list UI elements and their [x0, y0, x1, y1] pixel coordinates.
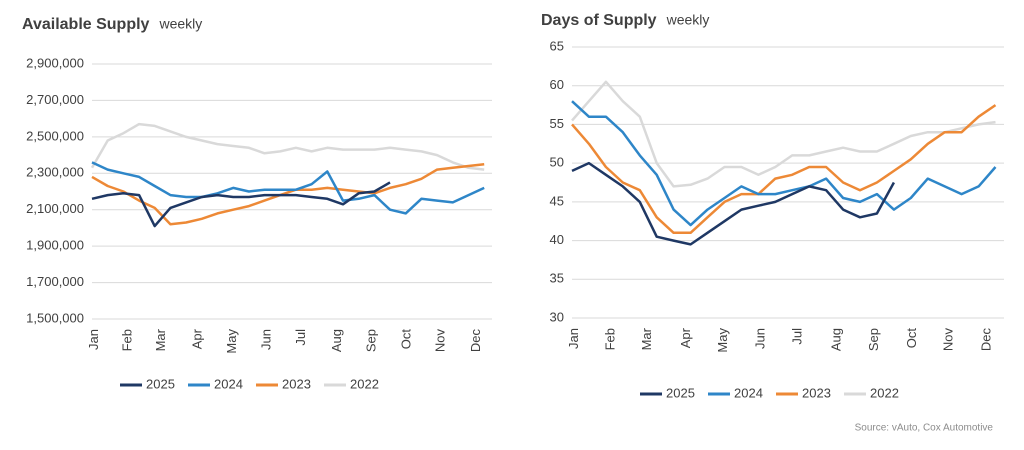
- x-tick-label: Oct: [904, 328, 919, 349]
- chart-subtitle: weekly: [666, 12, 710, 28]
- chart-title: Days of Supply: [541, 12, 657, 29]
- series-line: [91, 161, 485, 215]
- series-line: [90, 122, 485, 171]
- y-tick-label: 65: [550, 38, 564, 53]
- y-tick-label: 1,900,000: [26, 238, 84, 253]
- x-tick-label: Dec: [978, 328, 993, 352]
- x-tick-label: Jun: [752, 328, 767, 349]
- series-line: [91, 162, 485, 226]
- x-tick-label: Dec: [468, 329, 483, 353]
- x-tick-label: Jan: [86, 329, 101, 350]
- y-tick-label: 1,500,000: [26, 310, 84, 325]
- x-tick-label: Nov: [432, 329, 447, 353]
- y-tick-label: 35: [550, 271, 564, 286]
- legend-label: 2025: [666, 385, 695, 400]
- x-tick-label: Apr: [678, 327, 693, 348]
- x-tick-label: Apr: [189, 328, 204, 349]
- source-note: Source: vAuto, Cox Automotive: [855, 423, 994, 434]
- x-tick-label: Mar: [153, 328, 168, 351]
- x-tick-label: May: [224, 329, 239, 354]
- x-tick-label: Jul: [293, 329, 308, 346]
- y-tick-label: 45: [550, 193, 564, 208]
- x-tick-label: Sep: [363, 329, 378, 352]
- x-tick-label: May: [715, 328, 730, 353]
- chart-title: Available Supply: [22, 16, 150, 33]
- legend-label: 2025: [146, 376, 175, 391]
- x-tick-label: Feb: [120, 329, 135, 351]
- y-tick-label: 2,700,000: [26, 92, 84, 107]
- y-tick-label: 30: [550, 309, 564, 324]
- series-line: [571, 104, 997, 235]
- x-tick-label: Oct: [399, 329, 414, 350]
- legend-label: 2024: [214, 376, 243, 391]
- legend-label: 2022: [870, 385, 899, 400]
- series-line: [91, 181, 391, 228]
- chart-subtitle: weekly: [158, 16, 202, 32]
- y-tick-label: 2,900,000: [26, 55, 84, 70]
- y-tick-label: 2,100,000: [26, 201, 84, 216]
- x-tick-label: Sep: [866, 328, 881, 351]
- series-line: [571, 80, 996, 188]
- x-tick-label: Aug: [829, 328, 844, 351]
- y-tick-label: 55: [550, 116, 564, 131]
- legend-label: 2023: [802, 385, 831, 400]
- x-tick-label: Jun: [258, 329, 273, 350]
- y-tick-label: 2,300,000: [26, 165, 84, 180]
- legend-label: 2023: [282, 376, 311, 391]
- legend-label: 2024: [734, 385, 763, 400]
- y-tick-label: 1,700,000: [26, 274, 84, 289]
- x-tick-label: Aug: [329, 329, 344, 352]
- y-tick-label: 40: [550, 232, 564, 247]
- x-tick-label: Jan: [566, 328, 581, 349]
- x-tick-label: Mar: [639, 327, 654, 350]
- y-tick-label: 2,500,000: [26, 128, 84, 143]
- series-line: [571, 100, 997, 227]
- y-tick-label: 60: [550, 77, 564, 92]
- y-tick-label: 50: [550, 155, 564, 170]
- legend-label: 2022: [350, 376, 379, 391]
- x-tick-label: Feb: [602, 328, 617, 350]
- x-tick-label: Nov: [940, 328, 955, 352]
- x-tick-label: Jul: [790, 328, 805, 345]
- series-line: [571, 161, 895, 246]
